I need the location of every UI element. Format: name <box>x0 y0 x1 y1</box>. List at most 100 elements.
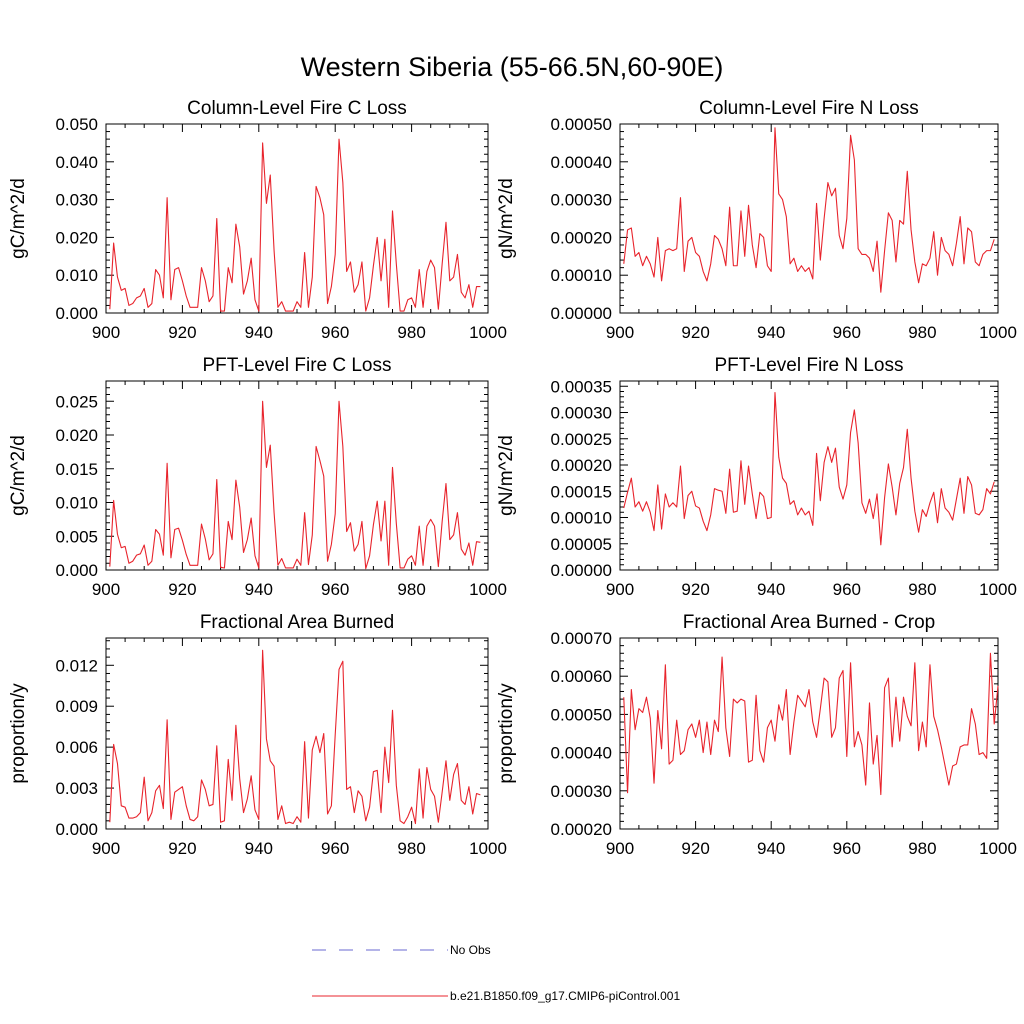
x-tick-label: 960 <box>833 580 861 599</box>
chart-panel-6: 900 920 940 960 980 1000 0.00020 0.00030 0.00040… <box>496 612 1017 858</box>
y-tick-label: 0.010 <box>55 494 98 513</box>
plot-frame <box>619 380 999 571</box>
y-tick-label: 0.020 <box>55 228 98 247</box>
x-tick-label: 940 <box>757 323 785 342</box>
series-line <box>623 127 995 293</box>
y-tick-label: 0.000 <box>55 561 98 580</box>
y-tick-label: 0.00015 <box>551 482 612 501</box>
y-tick-label: 0.00005 <box>551 535 612 554</box>
y-tick-label: 0.000 <box>55 304 98 323</box>
chart-panel-1: 900 920 940 960 980 1000 0.000 0.010 0.020 0.030 0… <box>8 98 507 342</box>
series-line <box>623 391 995 546</box>
plot-frame <box>619 123 999 314</box>
x-tick-label: 940 <box>757 580 785 599</box>
y-tick-label: 0.015 <box>55 460 98 479</box>
legend-model-label: b.e21.B1850.f09_g17.CMIP6-piControl.001 <box>450 989 680 1003</box>
x-tick-label: 920 <box>681 580 709 599</box>
x-tick-label: 920 <box>168 323 196 342</box>
panel-title: Column-Level Fire N Loss <box>699 98 919 119</box>
panel-title: Fractional Area Burned - Crop <box>683 612 935 633</box>
y-axis-label: gN/m^2/d <box>496 178 517 259</box>
y-tick-label: 0.009 <box>55 697 98 716</box>
y-tick-label: 0.030 <box>55 191 98 210</box>
y-tick-label: 0.005 <box>55 527 98 546</box>
x-tick-label: 900 <box>606 580 634 599</box>
x-tick-label: 960 <box>833 839 861 858</box>
x-tick-label: 960 <box>833 323 861 342</box>
x-tick-label: 940 <box>757 839 785 858</box>
chart-panel-4: 900 920 940 960 980 1000 0.00000 0.00005 0.00010… <box>496 355 1017 599</box>
x-tick-label: 980 <box>908 580 936 599</box>
panel-title: Fractional Area Burned <box>200 612 394 633</box>
y-tick-label: 0.00070 <box>551 629 612 648</box>
x-tick-label: 1000 <box>979 839 1017 858</box>
x-tick-label: 1000 <box>469 323 507 342</box>
panel-title: Column-Level Fire C Loss <box>187 98 407 119</box>
y-tick-label: 0.006 <box>55 738 98 757</box>
x-tick-label: 900 <box>92 580 120 599</box>
x-tick-label: 1000 <box>979 323 1017 342</box>
y-tick-label: 0.00000 <box>551 561 612 580</box>
chart-panel-3: 900 920 940 960 980 1000 0.000 0.005 0.010 0.015 0… <box>8 355 507 599</box>
x-tick-label: 1000 <box>979 580 1017 599</box>
y-axis-label: gC/m^2/d <box>8 435 29 516</box>
x-tick-label: 980 <box>908 323 936 342</box>
chart-panels: 900 920 940 960 980 1000 0.000 0.010 0.020 0.030 0… <box>8 98 1017 858</box>
series-line <box>109 649 481 825</box>
y-tick-label: 0.020 <box>55 426 98 445</box>
y-axis-label: proportion/y <box>8 683 29 784</box>
y-tick-label: 0.050 <box>55 115 98 134</box>
series-line <box>623 652 999 796</box>
y-tick-label: 0.00030 <box>551 404 612 423</box>
x-tick-label: 940 <box>245 580 273 599</box>
y-tick-label: 0.00040 <box>551 744 612 763</box>
chart-panel-5: 900 920 940 960 980 1000 0.000 0.003 0.006 0.009 0… <box>8 612 507 858</box>
x-tick-label: 960 <box>321 323 349 342</box>
y-axis-label: gC/m^2/d <box>8 178 29 259</box>
y-tick-label: 0.040 <box>55 153 98 172</box>
series-line <box>109 400 481 570</box>
panel-title: PFT-Level Fire C Loss <box>203 355 392 376</box>
x-tick-label: 920 <box>168 839 196 858</box>
y-tick-label: 0.00020 <box>551 820 612 839</box>
y-tick-label: 0.00020 <box>551 456 612 475</box>
series-line <box>109 138 481 312</box>
y-tick-label: 0.00050 <box>551 115 612 134</box>
x-tick-label: 900 <box>606 323 634 342</box>
y-tick-label: 0.00010 <box>551 266 612 285</box>
figure-title: Western Siberia (55-66.5N,60-90E) <box>301 52 724 82</box>
y-tick-label: 0.00025 <box>551 430 612 449</box>
y-axis-label: gN/m^2/d <box>496 435 517 516</box>
x-tick-label: 980 <box>397 580 425 599</box>
y-tick-label: 0.012 <box>55 656 98 675</box>
y-tick-label: 0.00000 <box>551 304 612 323</box>
x-tick-label: 980 <box>397 839 425 858</box>
y-tick-label: 0.003 <box>55 779 98 798</box>
y-tick-label: 0.00030 <box>551 782 612 801</box>
plot-frame <box>619 637 999 830</box>
x-tick-label: 900 <box>92 323 120 342</box>
legend: No Obs b.e21.B1850.f09_g17.CMIP6-piContr… <box>312 943 680 1003</box>
x-tick-label: 920 <box>681 839 709 858</box>
x-tick-label: 960 <box>321 580 349 599</box>
y-tick-label: 0.00050 <box>551 705 612 724</box>
x-tick-label: 1000 <box>469 580 507 599</box>
y-tick-label: 0.00035 <box>551 377 612 396</box>
chart-panel-2: 900 920 940 960 980 1000 0.00000 0.00010 0.00020… <box>496 98 1017 342</box>
y-tick-label: 0.00020 <box>551 228 612 247</box>
x-tick-label: 1000 <box>469 839 507 858</box>
x-tick-label: 980 <box>908 839 936 858</box>
x-tick-label: 900 <box>606 839 634 858</box>
y-tick-label: 0.00060 <box>551 667 612 686</box>
y-tick-label: 0.00010 <box>551 509 612 528</box>
y-tick-label: 0.025 <box>55 392 98 411</box>
y-tick-label: 0.010 <box>55 266 98 285</box>
y-axis-label: proportion/y <box>496 683 517 784</box>
y-tick-label: 0.00030 <box>551 191 612 210</box>
x-tick-label: 980 <box>397 323 425 342</box>
y-tick-label: 0.00040 <box>551 153 612 172</box>
x-tick-label: 920 <box>168 580 196 599</box>
legend-no-obs-label: No Obs <box>450 943 491 957</box>
x-tick-label: 920 <box>681 323 709 342</box>
